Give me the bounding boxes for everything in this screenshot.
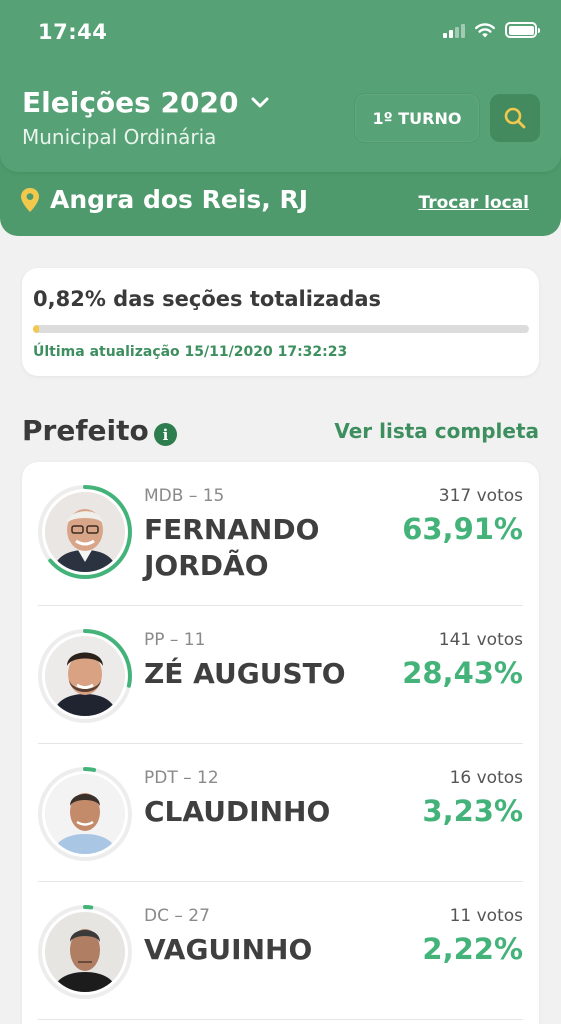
divider — [38, 743, 523, 744]
battery-icon — [505, 22, 540, 38]
progress-card: 0,82% das seções totalizadas Última atua… — [22, 268, 539, 376]
section-title: Prefeito — [22, 414, 149, 447]
candidate-avatar — [37, 766, 133, 862]
candidate-votes: 16 votos — [449, 768, 523, 788]
candidate-row[interactable]: DC – 27 VAGUINHO 11 votos 2,22% — [22, 882, 539, 1020]
candidate-row[interactable]: PDT – 12 CLAUDINHO 16 votos 3,23% — [22, 744, 539, 882]
candidate-name: ZÉ AUGUSTO — [144, 657, 346, 690]
candidate-percent: 63,91% — [402, 512, 523, 546]
divider — [38, 881, 523, 882]
progress-bar-fill — [33, 325, 39, 333]
candidate-name: VAGUINHO — [144, 933, 313, 966]
status-icons — [443, 22, 540, 38]
status-time: 17:44 — [38, 20, 108, 44]
progress-bar — [33, 325, 529, 333]
candidate-party: PDT – 12 — [144, 768, 219, 788]
vote-share-ring — [38, 905, 132, 999]
turno-button[interactable]: 1º TURNO — [355, 94, 479, 142]
election-selector[interactable]: Eleições 2020 — [22, 86, 270, 119]
candidate-votes: 141 votos — [438, 630, 523, 650]
election-subtitle: Municipal Ordinária — [22, 125, 217, 149]
candidate-row[interactable]: MDB – 15 FERNANDO JORDÃO 317 votos 63,91… — [22, 462, 539, 606]
vote-share-ring — [38, 629, 132, 723]
candidate-row[interactable]: PP – 11 ZÉ AUGUSTO 141 votos 28,43% — [22, 606, 539, 744]
candidate-photo — [45, 912, 125, 992]
divider — [38, 605, 523, 606]
location-name: Angra dos Reis, RJ — [50, 185, 309, 214]
search-icon — [504, 107, 526, 129]
candidate-avatar — [37, 904, 133, 1000]
vote-share-ring — [38, 485, 132, 579]
see-full-list-link[interactable]: Ver lista completa — [334, 419, 539, 443]
wifi-icon — [475, 23, 495, 38]
candidate-party: MDB – 15 — [144, 486, 225, 506]
candidate-avatar — [37, 628, 133, 724]
search-button[interactable] — [490, 94, 540, 142]
candidate-percent: 3,23% — [422, 794, 523, 828]
candidate-percent: 2,22% — [422, 932, 523, 966]
header-top — [0, 0, 561, 172]
candidate-list: MDB – 15 FERNANDO JORDÃO 317 votos 63,91… — [22, 462, 539, 1024]
vote-share-ring — [38, 767, 132, 861]
candidate-name: FERNANDO JORDÃO — [144, 513, 320, 582]
candidate-votes: 11 votos — [449, 906, 523, 926]
info-icon[interactable]: i — [154, 423, 177, 446]
location-row: Angra dos Reis, RJ — [20, 185, 308, 214]
cell-signal-icon — [443, 23, 465, 38]
last-update-text: Última atualização 15/11/2020 17:32:23 — [33, 344, 348, 360]
election-title: Eleições 2020 — [22, 86, 239, 119]
progress-title: 0,82% das seções totalizadas — [33, 287, 382, 311]
candidate-votes: 317 votos — [438, 486, 523, 506]
candidate-party: DC – 27 — [144, 906, 210, 926]
candidate-avatar — [37, 484, 133, 580]
candidate-photo — [45, 774, 125, 854]
candidate-party: PP – 11 — [144, 630, 206, 650]
change-location-link[interactable]: Trocar local — [418, 193, 529, 213]
candidate-name: CLAUDINHO — [144, 795, 331, 828]
candidate-photo — [45, 636, 125, 716]
divider — [38, 1019, 523, 1020]
chevron-down-icon — [251, 97, 269, 107]
candidate-photo — [45, 492, 125, 572]
candidate-percent: 28,43% — [402, 656, 523, 690]
location-pin-icon — [21, 187, 39, 212]
